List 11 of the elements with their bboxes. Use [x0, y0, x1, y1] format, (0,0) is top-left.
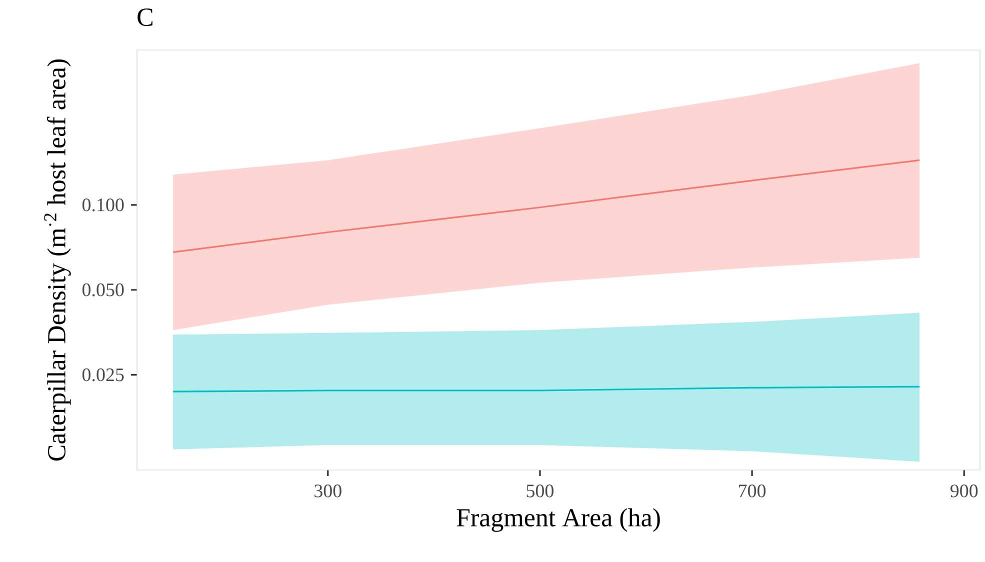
x-tick-label: 700 [739, 484, 766, 498]
y-tick-label: 0.025 [82, 368, 124, 382]
x-tick-label: 900 [950, 484, 978, 498]
y-axis-title: Caterpillar Density (m$^{·2}$ host leaf area) [44, 59, 71, 461]
x-tick-label: 500 [526, 484, 554, 498]
y-tick-label: 0.100 [82, 198, 124, 212]
x-tick-label: 300 [314, 484, 342, 498]
line-series [172, 159, 920, 253]
y-tick-label: 0.050 [82, 283, 124, 296]
chart-title: C [138, 8, 152, 26]
x-axis-title: Fragment Area (ha) [456, 508, 660, 532]
